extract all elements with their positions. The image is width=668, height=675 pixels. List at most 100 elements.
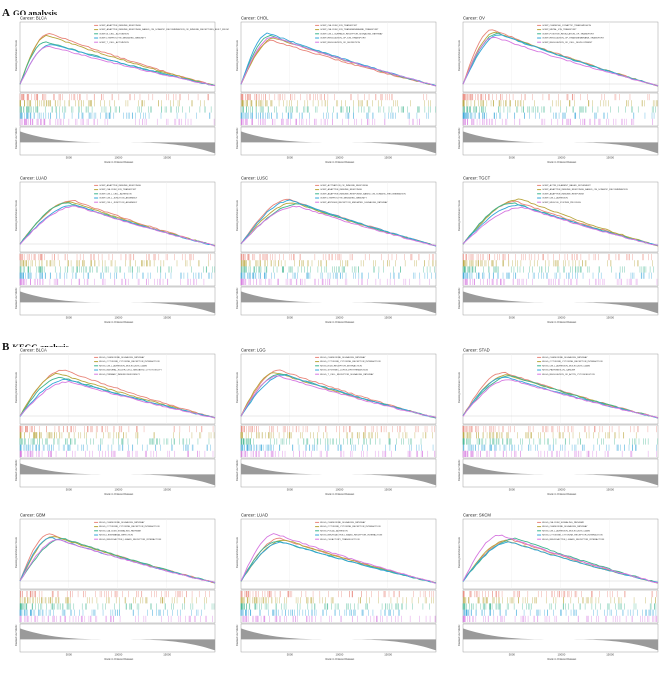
ylabel-enrichment: Running Enrichment Score: [457, 536, 461, 568]
gsea-plot-panel: Cancer: LUAD KEGG_CHEMOKINE_SIGNALING_PAT…: [233, 512, 438, 664]
legend-entry: KEGG_NEUROACTIVE_LIGAND_RECEPTOR_INTERAC…: [542, 538, 604, 541]
xlabel: Rank in Ordered Dataset: [326, 492, 355, 496]
xtick-label: 10000: [336, 488, 344, 492]
gsea-plot-panel: Cancer: LGG KEGG_CHEMOKINE_SIGNALING_PATH…: [233, 347, 438, 499]
section-letter: A: [2, 7, 10, 19]
legend-entry: KEGG_CELL_ADHESION_MOLECULES_CAMS: [542, 364, 590, 367]
gsea-plot-panel: Cancer: OV GOBP_CHEMICAL_SYNAPTIC_TRANSMI…: [455, 15, 660, 167]
legend-entry: GOBP_CALCIUM_ION_TRANSMEMBRANE_TRANSPORT: [320, 28, 379, 31]
section-label-a: A GO analysis: [2, 3, 57, 21]
enrichment-curve: [462, 29, 659, 87]
ylabel-enrichment: Running Enrichment Score: [235, 371, 239, 403]
ranked-metric-area: [241, 131, 436, 154]
ylabel-ranked: Ranked List Metric: [235, 624, 239, 646]
legend-entry: GOBP_CALCIUM_ION_TRANSPORT: [99, 188, 137, 191]
legend-entry: KEGG_CHEMOKINE_SIGNALING_PATHWAY: [320, 521, 366, 524]
gsea-plot-svg: Cancer: GBM KEGG_CHEMOKINE_SIGNALING_PATH…: [14, 513, 216, 661]
legend-entry: KEGG_CYTOKINE_CYTOKINE_RECEPTOR_INTERACT…: [99, 360, 160, 363]
legend-entry: KEGG_CHEMOKINE_SIGNALING_PATHWAY: [320, 356, 366, 359]
legend-entry: GOBP_ACTIN_FILAMENT_BASED_MOVEMENT: [542, 184, 591, 187]
section-letter: B: [2, 341, 10, 353]
gsea-plot-svg: Cancer: TGCT GOBP_ACTIN_FILAMENT_BASED_MO…: [457, 176, 659, 324]
ylabel-ranked: Ranked List Metric: [235, 127, 239, 149]
legend-entry: GOBP_ADAPTIVE_IMMUNE_RESPONSE_BASED_ON_S…: [542, 188, 628, 191]
legend-entry: KEGG_FOCAL_ADHESION: [320, 529, 348, 532]
legend-entry: KEGG_CHEMOKINE_SIGNALING_PATHWAY: [99, 356, 145, 359]
enrichment-curve: [240, 375, 437, 418]
legend-entry: KEGG_T_CELL_RECEPTOR_SIGNALING_PATHWAY: [320, 373, 374, 376]
legend-entry: GOBP_B_CELL_ACTIVATION: [99, 32, 129, 35]
gsea-plot-svg: Cancer: SKCM KEGG_CALCIUM_SIGNALING_PATHW…: [457, 513, 659, 661]
xtick-label: 10000: [115, 488, 123, 492]
ylabel-enrichment: Running Enrichment Score: [457, 371, 461, 403]
ylabel-ranked: Ranked List Metric: [14, 287, 18, 309]
ylabel-ranked: Ranked List Metric: [14, 459, 18, 481]
legend-entry: KEGG_CYTOKINE_CYTOKINE_RECEPTOR_INTERACT…: [542, 360, 603, 363]
enrichment-curve: [19, 381, 216, 419]
legend-entry: KEGG_CHEMOKINE_SIGNALING_PATHWAY: [542, 525, 588, 528]
legend-entry: KEGG_PRIMARY_IMMUNODEFICIENCY: [99, 373, 141, 376]
gsea-plot-panel: Cancer: SKCM KEGG_CALCIUM_SIGNALING_PATHW…: [455, 512, 660, 664]
ranked-metric-area: [463, 463, 658, 486]
xtick-label: 15000: [606, 488, 614, 492]
legend-entry: GOBP_CELL_JUNCTION_ASSEMBLY: [99, 197, 138, 200]
ylabel-ranked: Ranked List Metric: [457, 127, 461, 149]
xlabel: Rank in Ordered Dataset: [105, 320, 134, 324]
ranked-metric-area: [463, 131, 658, 154]
ranked-metric-area: [241, 291, 436, 314]
ranked-metric-area: [20, 628, 215, 651]
legend-entry: GOBP_REGULATION_OF_CELL_DEVELOPMENT: [542, 41, 593, 44]
xtick-label: 5000: [287, 316, 294, 320]
xtick-label: 5000: [287, 156, 294, 160]
ylabel-ranked: Ranked List Metric: [457, 459, 461, 481]
gsea-plot-svg: Cancer: LGG KEGG_CHEMOKINE_SIGNALING_PATH…: [235, 348, 437, 496]
xtick-label: 15000: [384, 316, 392, 320]
ylabel-enrichment: Running Enrichment Score: [14, 39, 18, 71]
legend-entry: GOBP_ADAPTIVE_IMMUNE_RESPONSE: [99, 24, 141, 27]
gsea-plot-panel: Cancer: TGCT GOBP_ACTIN_FILAMENT_BASED_MO…: [455, 175, 660, 327]
xtick-label: 10000: [336, 316, 344, 320]
ranked-metric-area: [463, 291, 658, 314]
gsea-plot-panel: Cancer: LUSC GOBP_ACTIVATION_OF_IMMUNE_RE…: [233, 175, 438, 327]
enrichment-curve: [462, 206, 659, 246]
gsea-plot-svg: Cancer: BLCA GOBP_ADAPTIVE_IMMUNE_RESPONS…: [14, 16, 229, 165]
enrichment-curve: [19, 369, 216, 419]
xlabel: Rank in Ordered Dataset: [326, 657, 355, 661]
xtick-label: 5000: [509, 156, 516, 160]
cancer-title: Cancer: LUAD: [20, 176, 47, 181]
rank-frame: [240, 286, 437, 316]
xlabel: Rank in Ordered Dataset: [105, 160, 134, 164]
legend-entry: KEGG_REGULATION_OF_ACTIN_CYTOSKELETON: [542, 373, 595, 376]
xtick-label: 5000: [287, 653, 294, 657]
xtick-label: 5000: [287, 488, 294, 492]
enrichment-curve: [462, 541, 659, 583]
xtick-label: 10000: [115, 156, 123, 160]
cancer-title: Cancer: STAD: [463, 348, 490, 353]
hit-frame: [462, 252, 659, 287]
legend-entry: KEGG_NEUROACTIVE_LIGAND_RECEPTOR_INTERAC…: [320, 534, 382, 537]
legend-entry: GOBP_LYMPHOCYTE_MEDIATED_IMMUNITY: [99, 37, 146, 40]
enrichment-curve: [240, 36, 437, 87]
xlabel: Rank in Ordered Dataset: [105, 492, 134, 496]
ranked-metric-area: [20, 291, 215, 314]
xtick-label: 10000: [115, 316, 123, 320]
xtick-label: 5000: [509, 653, 516, 657]
gsea-plot-panel: Cancer: GBM KEGG_CHEMOKINE_SIGNALING_PATH…: [12, 512, 217, 664]
hit-frame: [462, 424, 659, 459]
xtick-label: 5000: [509, 488, 516, 492]
legend-entry: GOBP_CALCIUM_ION_TRANSPORT: [320, 24, 358, 27]
gsea-plot-svg: Cancer: LUSC GOBP_ACTIVATION_OF_IMMUNE_RE…: [235, 176, 437, 324]
legend-entry: KEGG_LEISHMANIA_INFECTION: [99, 534, 133, 537]
legend-entry: GOBP_POSITIVE_REGULATION_OF_TRANSPORT: [542, 32, 594, 35]
xlabel: Rank in Ordered Dataset: [548, 492, 577, 496]
gsea-plot-panel: Cancer: LUAD GOBP_ADAPTIVE_IMMUNE_RESPONS…: [12, 175, 217, 327]
legend-entry: GOBP_LYMPHOCYTE_MEDIATED_IMMUNITY: [320, 197, 367, 200]
enrichment-curve: [240, 374, 437, 419]
xtick-label: 15000: [384, 156, 392, 160]
gsea-plot-svg: Cancer: OV GOBP_CHEMICAL_SYNAPTIC_TRANSMI…: [457, 16, 659, 164]
ranked-metric-area: [241, 628, 436, 651]
enrichment-curve: [240, 205, 437, 247]
legend-entry: GOBP_REGULATION_OF_ION_TRANSPORT: [320, 37, 366, 40]
enrichment-curve: [240, 533, 437, 584]
legend-entry: KEGG_CELL_ADHESION_MOLECULES_CAMS: [99, 364, 147, 367]
